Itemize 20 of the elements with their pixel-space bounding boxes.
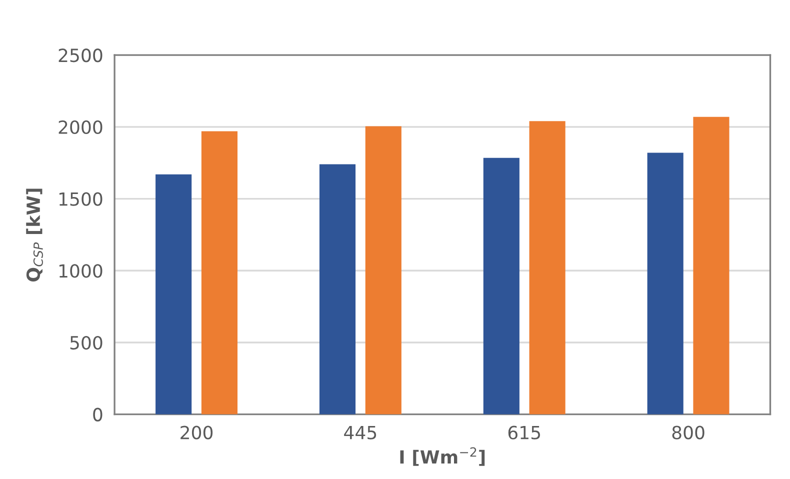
- x-tick-label: 200: [180, 426, 213, 440]
- y-tick-label: 0: [93, 408, 102, 422]
- y-tick-label: 1500: [59, 192, 102, 206]
- y-axis-title: Q$_{CSP}$ [kW]: [26, 188, 43, 282]
- bar: [365, 126, 402, 414]
- x-tick-label: 445: [344, 426, 376, 440]
- bar: [156, 174, 192, 414]
- bar: [529, 121, 566, 414]
- y-tick-label: 1000: [59, 264, 102, 278]
- y-tick-label: 500: [70, 336, 102, 350]
- bar: [647, 152, 684, 414]
- x-axis-title: I [Wm$^{−2}$]: [400, 447, 485, 466]
- x-tick-label: 615: [508, 426, 540, 440]
- x-tick-label: 800: [672, 426, 704, 440]
- bar: [693, 116, 730, 414]
- y-tick-label: 2000: [58, 120, 102, 134]
- y-tick-label: 2500: [58, 48, 102, 62]
- bar: [319, 164, 356, 414]
- bar: [483, 158, 520, 414]
- bar: [201, 131, 238, 414]
